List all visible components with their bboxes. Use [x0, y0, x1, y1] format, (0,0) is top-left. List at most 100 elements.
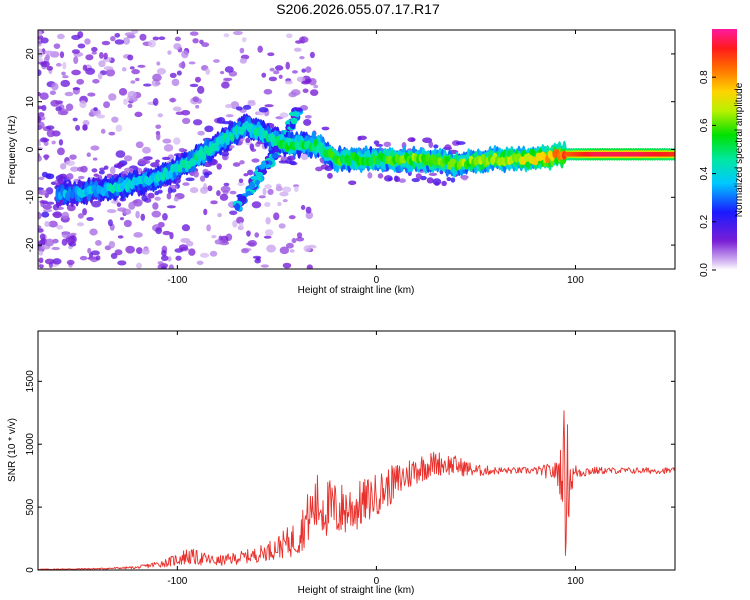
spectrogram-noise-cell — [383, 141, 392, 148]
spectrogram-noise-cell — [127, 54, 134, 61]
spectrogram-branch-cell — [248, 181, 255, 190]
spectrogram-branch-cell — [288, 111, 298, 117]
spectrogram-noise-cell — [38, 257, 44, 264]
spectrogram-noise-cell — [188, 61, 196, 65]
spectrogram-noise-cell — [166, 192, 172, 200]
spectrogram-noise-cell — [263, 235, 272, 239]
spectrogram-noise-cell — [291, 70, 298, 74]
spectrogram-noise-cell — [55, 62, 62, 67]
spectrogram-noise-cell — [69, 154, 77, 160]
spectrogram-noise-cell — [114, 249, 123, 256]
spectrogram-noise-cell — [163, 144, 174, 152]
spectrogram-noise-cell — [85, 54, 94, 61]
spectrogram-noise-cell — [185, 240, 194, 247]
spectrogram-noise-cell — [176, 70, 182, 76]
spectrogram-noise-cell — [349, 180, 355, 185]
spectrogram-y-tick-label: -10 — [25, 190, 36, 205]
spectrogram-noise-cell — [77, 43, 86, 49]
spectrogram-noise-cell — [377, 173, 384, 179]
spectrogram-noise-cell — [219, 71, 225, 75]
spectrogram-noise-cell — [93, 107, 98, 112]
spectrogram-noise-cell — [103, 66, 114, 71]
colorbar-tick-label: 0.4 — [699, 166, 710, 180]
spectrogram-noise-cell — [44, 258, 55, 265]
spectrogram-noise-cell — [266, 244, 277, 253]
spectrogram-noise-cell — [117, 235, 124, 239]
spectrogram-noise-cell — [162, 213, 168, 221]
spectrogram-noise-cell — [289, 249, 295, 253]
figure-title: S206.2026.055.07.17.R17 — [276, 1, 440, 17]
spectrogram-noise-cell — [205, 68, 211, 75]
spectrogram-noise-cell — [82, 208, 88, 216]
spectrogram-noise-cell — [223, 33, 230, 38]
spectrogram-noise-cell — [194, 76, 202, 83]
spectrogram-branch-cell — [271, 152, 279, 159]
spectrogram-noise-cell — [181, 224, 191, 232]
spectrogram-noise-cell — [75, 124, 81, 131]
spectrogram-noise-cell — [107, 219, 113, 227]
spectrogram-noise-cell — [232, 30, 243, 36]
spectrogram-noise-cell — [130, 80, 136, 84]
spectrogram-noise-cell — [38, 30, 42, 37]
colorbar-ticks: 0.0 0.2 0.4 0.6 0.8 — [699, 70, 716, 277]
spectrogram-noise-cell — [43, 208, 53, 213]
spectrogram-noise-cell — [174, 36, 181, 42]
spectrogram-noise-cell — [40, 61, 50, 68]
snr-y-tick-label: 500 — [25, 498, 36, 515]
spectrogram-noise-cell — [173, 196, 180, 202]
spectrogram-noise-cell — [278, 223, 286, 229]
spectrogram-noise-cell — [45, 125, 55, 130]
spectrogram-noise-cell — [76, 78, 85, 85]
spectrogram-noise-cell — [46, 65, 54, 71]
spectrogram-noise-cell — [79, 255, 88, 261]
spectrogram-noise-cell — [217, 212, 222, 218]
spectrogram-noise-cell — [115, 150, 126, 158]
spectrogram-noise-cell — [235, 106, 243, 111]
spectrogram-noise-cell — [306, 264, 313, 269]
spectrogram-noise-cell — [288, 215, 296, 220]
spectrogram-noise-cell — [135, 77, 140, 82]
spectrogram-noise-cell — [156, 132, 161, 141]
spectrogram-noise-cell — [66, 204, 76, 212]
spectrogram-noise-cell — [209, 250, 218, 257]
spectrogram-noise-cell — [58, 139, 64, 146]
spectrogram-noise-cell — [152, 202, 159, 210]
spectrogram-noise-cell — [257, 45, 263, 53]
spectrogram-noise-cell — [117, 207, 127, 212]
snr-x-tick-label: -100 — [167, 576, 187, 587]
spectrogram-noise-cell — [178, 147, 186, 153]
spectrogram-branch-cell — [237, 195, 247, 202]
spectrogram-noise-cell — [48, 220, 58, 228]
spectrogram-noise-cell — [193, 170, 199, 178]
spectrogram-noise-cell — [214, 239, 223, 245]
spectrogram-noise-cell — [59, 163, 67, 170]
spectrogram-y-label: Frequency (Hz) — [7, 116, 18, 185]
spectrogram-noise-cell — [197, 130, 205, 136]
spectrogram-noise-cell — [155, 227, 163, 235]
spectrogram-noise-cell — [64, 91, 74, 97]
spectrogram-noise-cell — [197, 85, 205, 94]
spectrogram-noise-cell — [86, 216, 94, 221]
spectrogram-x-tick-label: 100 — [567, 275, 584, 286]
spectrogram-noise-cell — [195, 104, 200, 109]
spectrogram-noise-cell — [60, 79, 71, 88]
spectrogram-noise-cell — [90, 145, 100, 151]
spectrogram-noise-cell — [246, 230, 251, 237]
spectrogram-noise-cell — [87, 247, 92, 254]
spectrogram-noise-cell — [303, 118, 312, 126]
spectrogram-track-cell — [167, 170, 173, 179]
spectrogram-noise-cell — [156, 68, 167, 75]
spectrogram-noise-cell — [151, 210, 161, 218]
spectrogram-noise-cell — [55, 106, 62, 112]
spectrogram-noise-cell — [49, 90, 57, 96]
spectrogram-noise-cell — [175, 255, 182, 261]
spectrogram-noise-cell — [91, 168, 98, 173]
spectrogram-noise-cell — [258, 195, 266, 199]
spectrogram-noise-cell — [268, 76, 278, 82]
spectrogram-noise-cell — [116, 202, 122, 207]
spectrogram-noise-cell — [444, 144, 452, 151]
spectrogram-noise-cell — [275, 185, 283, 192]
spectrogram-noise-cell — [304, 114, 312, 119]
spectrogram-noise-cell — [45, 173, 55, 180]
